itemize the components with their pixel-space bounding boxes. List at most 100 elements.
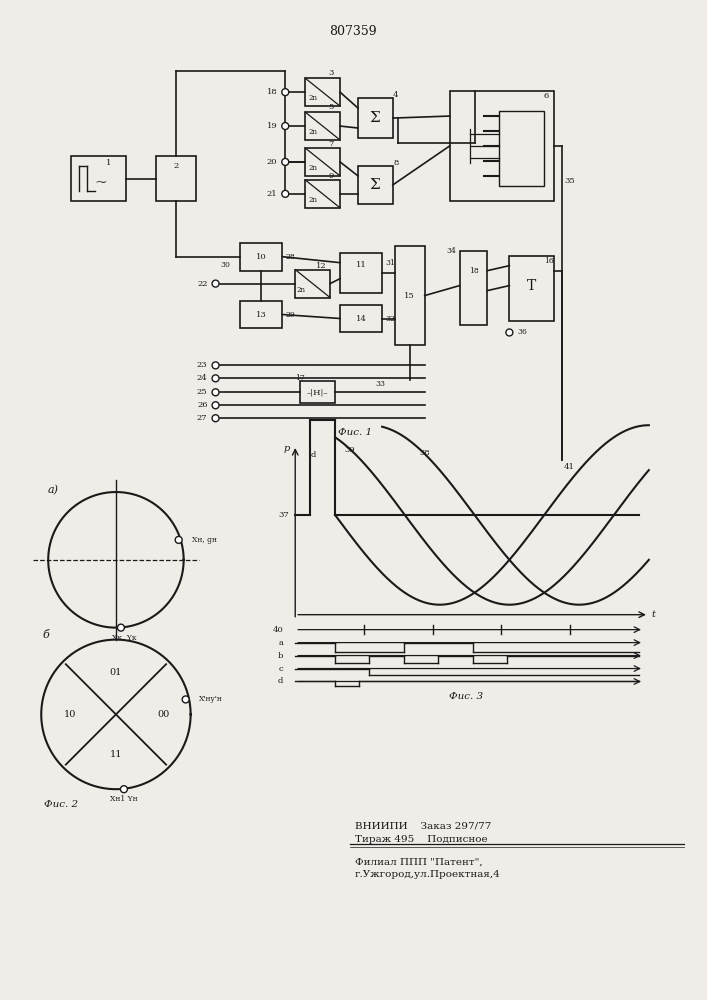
Text: d: d: [278, 677, 284, 685]
Text: a: a: [279, 639, 284, 647]
Text: а): а): [47, 485, 59, 495]
Circle shape: [212, 415, 219, 422]
Text: 10: 10: [256, 253, 267, 261]
Text: 30: 30: [221, 261, 230, 269]
Text: 2n: 2n: [297, 286, 305, 294]
Circle shape: [282, 123, 288, 130]
Text: Фис. 1: Фис. 1: [338, 428, 372, 437]
Circle shape: [175, 536, 182, 543]
Bar: [300, 381, 335, 403]
Circle shape: [506, 329, 513, 336]
Text: 2n: 2n: [309, 164, 317, 172]
Bar: [509, 256, 554, 320]
Text: 13: 13: [256, 311, 267, 319]
Bar: [71, 156, 126, 201]
Bar: [499, 111, 544, 186]
Text: 15: 15: [404, 292, 415, 300]
Circle shape: [282, 190, 288, 197]
Text: 16: 16: [544, 257, 554, 265]
Text: 19: 19: [267, 122, 277, 130]
Bar: [450, 91, 554, 201]
Text: ~: ~: [95, 176, 107, 190]
Text: 18: 18: [469, 267, 479, 275]
Circle shape: [282, 89, 288, 96]
Text: 22: 22: [197, 280, 208, 288]
Bar: [240, 301, 282, 328]
Text: 32: 32: [385, 315, 395, 323]
Circle shape: [212, 402, 219, 409]
Text: 35: 35: [564, 177, 575, 185]
Text: Σ: Σ: [370, 178, 380, 192]
Text: Тираж 495    Подписное: Тираж 495 Подписное: [355, 835, 488, 844]
Text: ВНИИПИ    Заказ 297/77: ВНИИПИ Заказ 297/77: [355, 822, 491, 831]
Text: Xк, Yк: Xк, Yк: [112, 634, 136, 642]
Bar: [358, 98, 393, 138]
Text: 29: 29: [285, 311, 295, 319]
Text: 2n: 2n: [309, 196, 317, 204]
Text: 2: 2: [173, 162, 178, 170]
Text: 14: 14: [356, 315, 366, 323]
Bar: [460, 251, 487, 325]
Text: Фис. 2: Фис. 2: [44, 800, 78, 809]
Text: 11: 11: [110, 750, 122, 759]
Text: 26: 26: [197, 401, 208, 409]
Bar: [305, 148, 340, 176]
Text: 10: 10: [64, 710, 76, 719]
Text: 25: 25: [197, 388, 208, 396]
Circle shape: [212, 389, 219, 396]
Text: 7: 7: [328, 140, 334, 148]
Bar: [305, 112, 340, 140]
Text: d: d: [310, 451, 316, 459]
Text: 01: 01: [110, 668, 122, 677]
Text: b: b: [278, 652, 284, 660]
Bar: [395, 246, 425, 345]
Bar: [305, 180, 340, 208]
Text: Σ: Σ: [370, 111, 380, 125]
Text: 12: 12: [316, 262, 327, 270]
Bar: [296, 270, 330, 298]
Text: 31: 31: [385, 259, 395, 267]
Bar: [340, 253, 382, 293]
Text: 9: 9: [328, 172, 334, 180]
Text: T: T: [527, 279, 536, 293]
Text: 39: 39: [344, 446, 356, 454]
Text: 2n: 2n: [309, 94, 317, 102]
Bar: [358, 166, 393, 204]
Text: –|H|–: –|H|–: [306, 388, 328, 396]
Text: 27: 27: [197, 414, 208, 422]
Text: 20: 20: [267, 158, 277, 166]
Text: t: t: [652, 610, 656, 619]
Text: г.Ужгород,ул.Проектная,4: г.Ужгород,ул.Проектная,4: [355, 870, 501, 879]
Text: Xн, gн: Xн, gн: [192, 536, 216, 544]
Text: p: p: [284, 444, 290, 453]
Text: 00: 00: [158, 710, 170, 719]
Text: Филиал ППП "Патент",: Филиал ППП "Патент",: [355, 857, 483, 866]
Text: 37: 37: [278, 511, 288, 519]
Text: 3: 3: [328, 69, 334, 77]
Text: 18: 18: [267, 88, 277, 96]
Text: c: c: [279, 665, 284, 673]
Circle shape: [212, 280, 219, 287]
Text: 41: 41: [563, 463, 575, 471]
Text: 24: 24: [197, 374, 208, 382]
Text: 17: 17: [296, 374, 305, 382]
Circle shape: [117, 624, 124, 631]
Bar: [305, 78, 340, 106]
Text: б: б: [43, 630, 49, 640]
Text: 28: 28: [285, 253, 295, 261]
Text: Xн1 Yн: Xн1 Yн: [110, 795, 138, 803]
Text: X'нy'н: X'нy'н: [199, 695, 223, 703]
Text: 40: 40: [272, 626, 284, 634]
Text: 4: 4: [393, 91, 399, 99]
Circle shape: [120, 786, 127, 793]
Text: 38: 38: [419, 449, 430, 457]
Text: 2n: 2n: [309, 128, 317, 136]
Text: Фис. 3: Фис. 3: [450, 692, 484, 701]
Circle shape: [212, 375, 219, 382]
Text: 33: 33: [375, 380, 385, 388]
Text: 36: 36: [518, 328, 527, 336]
Text: 34: 34: [447, 247, 457, 255]
Bar: [156, 156, 196, 201]
Text: 5: 5: [328, 103, 334, 111]
Bar: [240, 243, 282, 271]
